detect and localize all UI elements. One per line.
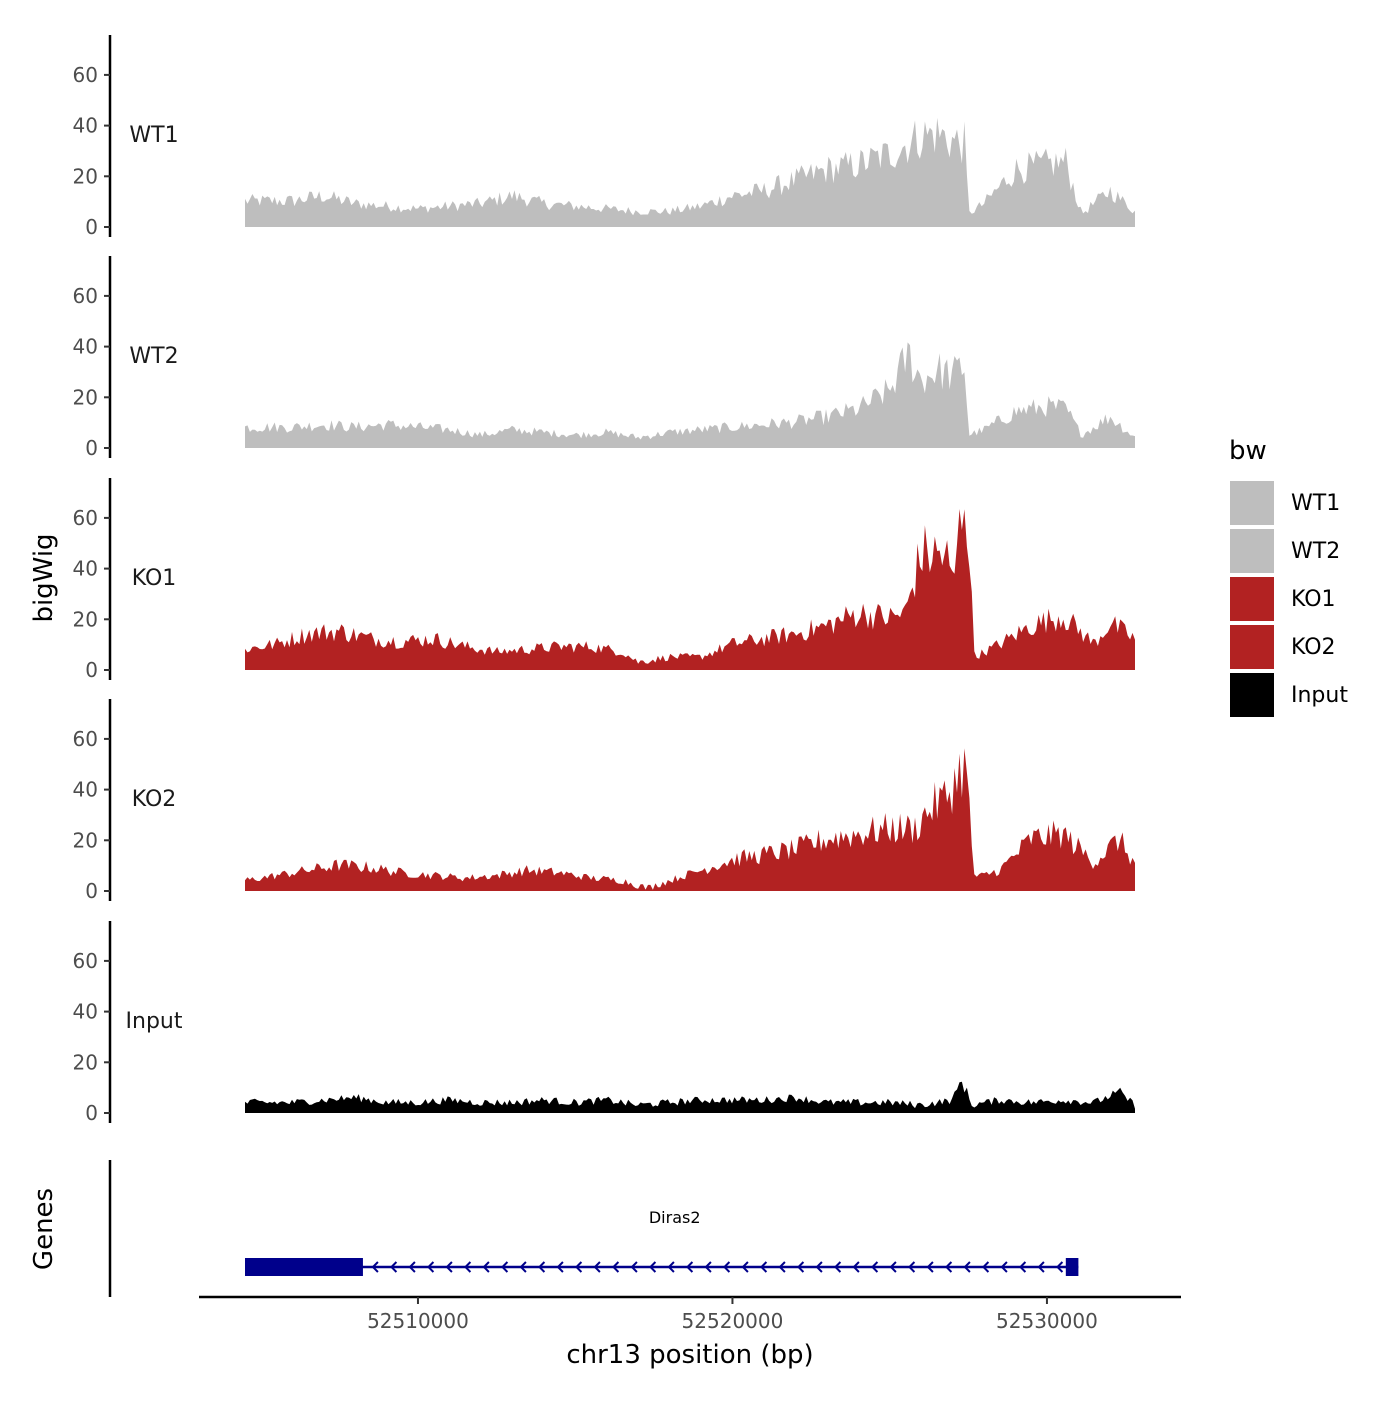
strand-arrow (630, 1261, 638, 1273)
strand-arrow (501, 1261, 509, 1273)
y-tick-label: 40 (73, 557, 98, 581)
strand-arrow (815, 1261, 823, 1273)
strand-arrow (889, 1261, 897, 1273)
y-tick-label: 40 (73, 114, 98, 138)
strand-arrow (1019, 1261, 1027, 1273)
y-tick-label: 60 (73, 949, 98, 973)
coverage-area-ko1 (245, 509, 1135, 670)
strand-arrow (464, 1261, 472, 1273)
strand-arrow (982, 1261, 990, 1273)
strand-arrow (852, 1261, 860, 1273)
track-label-wt2: WT2 (129, 344, 178, 369)
track-label-input: Input (126, 1009, 183, 1034)
strand-arrow (704, 1261, 712, 1273)
legend: bw WT1 WT2 KO1 KO2 Input (1229, 436, 1348, 717)
strand-arrow (371, 1261, 379, 1273)
strand-arrow (538, 1261, 546, 1273)
strand-arrow (575, 1261, 583, 1273)
track-label-wt1: WT1 (129, 123, 178, 148)
legend-swatch-ko1 (1230, 577, 1274, 621)
x-tick-label: 52510000 (367, 1309, 469, 1333)
legend-title: bw (1229, 436, 1267, 466)
coverage-area-wt1 (245, 117, 1135, 227)
track-panels: 0 20 40 60 WT1 0 20 40 60 WT2 0 20 40 60 KO1 0 20 40 60 KO2… (73, 35, 1135, 1125)
y-tick-label: 20 (73, 607, 98, 631)
strand-arrow (760, 1261, 768, 1273)
strand-arrow (427, 1261, 435, 1273)
legend-swatch-wt2 (1230, 529, 1274, 573)
x-tick-label: 52530000 (996, 1309, 1098, 1333)
y-tick-label: 0 (85, 658, 98, 682)
strand-arrow (408, 1261, 416, 1273)
track-ko2: 0 20 40 60 KO2 (73, 699, 1135, 903)
y-tick-label: 0 (85, 1101, 98, 1125)
x-axis: 52510000 52520000 52530000 (199, 1295, 1181, 1333)
genes-track-label: Genes (29, 1188, 59, 1270)
strand-arrow (1000, 1261, 1008, 1273)
strand-arrow (908, 1261, 916, 1273)
legend-swatch-input (1230, 673, 1274, 717)
y-tick-label: 20 (73, 385, 98, 409)
track-input: 0 20 40 60 Input (73, 921, 1135, 1125)
strand-arrow (778, 1261, 786, 1273)
track-ko1: 0 20 40 60 KO1 (73, 478, 1135, 682)
y-tick-label: 0 (85, 436, 98, 460)
x-axis-title: chr13 position (bp) (566, 1340, 813, 1370)
strand-arrow (482, 1261, 490, 1273)
strand-arrow (723, 1261, 731, 1273)
y-tick-label: 0 (85, 215, 98, 239)
track-label-ko1: KO1 (132, 566, 177, 591)
y-tick-label: 0 (85, 879, 98, 903)
strand-arrow (871, 1261, 879, 1273)
strand-arrow (741, 1261, 749, 1273)
x-tick-label: 52520000 (682, 1309, 784, 1333)
strand-arrow (593, 1261, 601, 1273)
y-tick-label: 60 (73, 284, 98, 308)
strand-arrow (834, 1261, 842, 1273)
strand-arrow (963, 1261, 971, 1273)
y-tick-label: 60 (73, 506, 98, 530)
track-label-ko2: KO2 (132, 787, 177, 812)
gene-exon (245, 1258, 363, 1276)
strand-arrow (926, 1261, 934, 1273)
strand-arrow (612, 1261, 620, 1273)
legend-swatch-wt1 (1230, 481, 1274, 525)
strand-arrow (445, 1261, 453, 1273)
legend-label-ko1: KO1 (1291, 587, 1336, 612)
strand-arrow (1037, 1261, 1045, 1273)
track-wt2: 0 20 40 60 WT2 (73, 256, 1135, 460)
y-tick-label: 20 (73, 1050, 98, 1074)
legend-label-wt2: WT2 (1291, 539, 1340, 564)
strand-arrow (686, 1261, 694, 1273)
y-tick-label: 60 (73, 63, 98, 87)
strand-arrow (556, 1261, 564, 1273)
coverage-area-input (245, 1081, 1135, 1113)
y-tick-label: 40 (73, 778, 98, 802)
strand-arrow (667, 1261, 675, 1273)
y-tick-label: 60 (73, 727, 98, 751)
coverage-area-wt2 (245, 342, 1135, 448)
y-tick-label: 40 (73, 1000, 98, 1024)
y-tick-label: 20 (73, 164, 98, 188)
legend-label-wt1: WT1 (1291, 491, 1340, 516)
track-wt1: 0 20 40 60 WT1 (73, 35, 1135, 239)
y-tick-label: 20 (73, 828, 98, 852)
strand-arrow (390, 1261, 398, 1273)
gene-label: Diras2 (649, 1208, 701, 1227)
strand-arrow (945, 1261, 953, 1273)
genes-track: Diras2 (108, 1160, 1079, 1297)
y-axis-title: bigWig (29, 533, 59, 622)
legend-label-input: Input (1291, 683, 1348, 708)
y-tick-label: 40 (73, 335, 98, 359)
strand-arrow (1056, 1261, 1064, 1273)
legend-label-ko2: KO2 (1291, 635, 1336, 660)
gene-exon (1065, 1258, 1079, 1276)
strand-arrow (797, 1261, 805, 1273)
legend-swatch-ko2 (1230, 625, 1274, 669)
strand-arrow (649, 1261, 657, 1273)
strand-arrow (519, 1261, 527, 1273)
coverage-area-ko2 (245, 748, 1135, 891)
